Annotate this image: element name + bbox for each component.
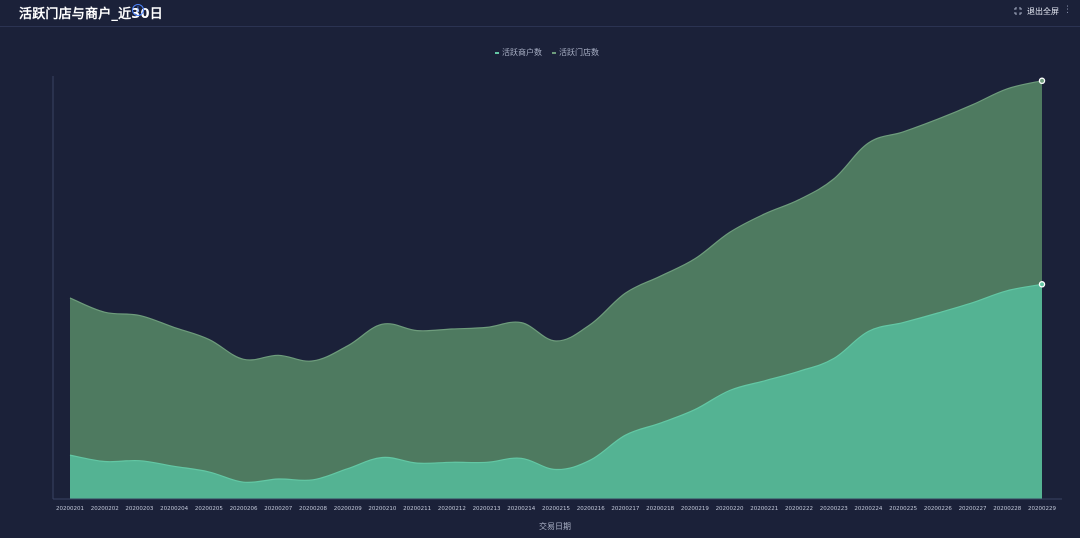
x-tick-label: 20200201 bbox=[56, 506, 84, 512]
info-circle-icon[interactable]: i bbox=[132, 4, 144, 16]
x-tick-label: 20200220 bbox=[716, 506, 744, 512]
header-bar: 活跃门店与商户_近30日 i 退出全屏 ⋮ bbox=[0, 0, 1080, 27]
x-axis-ticks: 20200201 20200202 20200203 20200204 20200205… bbox=[56, 506, 1056, 512]
x-tick-label: 20200208 bbox=[299, 506, 327, 512]
page-title: 活跃门店与商户_近30日 bbox=[19, 7, 163, 22]
x-tick-label: 20200222 bbox=[785, 506, 813, 512]
x-tick-label: 20200217 bbox=[611, 506, 639, 512]
x-tick-label: 20200209 bbox=[334, 506, 362, 512]
x-tick-label: 20200215 bbox=[542, 506, 570, 512]
x-tick-label: 20200211 bbox=[403, 506, 431, 512]
x-tick-label: 20200205 bbox=[195, 506, 223, 512]
x-tick-label: 20200225 bbox=[889, 506, 917, 512]
fullscreen-exit-icon bbox=[1014, 7, 1022, 15]
x-tick-label: 20200226 bbox=[924, 506, 952, 512]
x-tick-label: 20200218 bbox=[646, 506, 674, 512]
x-tick-label: 20200224 bbox=[854, 506, 882, 512]
x-tick-label: 20200216 bbox=[577, 506, 605, 512]
area-merchants bbox=[70, 284, 1042, 499]
end-marker-stores bbox=[1038, 77, 1046, 85]
more-vertical-icon[interactable]: ⋮ bbox=[1063, 5, 1072, 15]
legend-label-merchants: 活跃商户数 bbox=[502, 48, 542, 57]
x-tick-label: 20200219 bbox=[681, 506, 709, 512]
x-tick-label: 20200212 bbox=[438, 506, 466, 512]
x-tick-label: 20200223 bbox=[820, 506, 848, 512]
x-tick-label: 20200227 bbox=[959, 506, 987, 512]
x-tick-label: 20200221 bbox=[750, 506, 778, 512]
chart-areas bbox=[69, 80, 1043, 500]
x-axis-title: 交易日期 bbox=[539, 522, 571, 531]
legend-label-stores: 活跃门店数 bbox=[559, 48, 599, 57]
legend-swatch-stores bbox=[552, 51, 556, 54]
legend-item-stores[interactable]: 活跃门店数 bbox=[552, 47, 599, 58]
x-tick-label: 20200228 bbox=[993, 506, 1021, 512]
legend-item-merchants[interactable]: 活跃商户数 bbox=[495, 47, 542, 58]
x-tick-label: 20200229 bbox=[1028, 506, 1056, 512]
x-tick-label: 20200210 bbox=[368, 506, 396, 512]
series-line-merchants bbox=[69, 283, 1043, 484]
end-markers bbox=[1038, 77, 1046, 288]
chart-legend: 活跃商户数 活跃门店数 bbox=[495, 47, 599, 58]
x-tick-label: 20200203 bbox=[125, 506, 153, 512]
x-tick-label: 20200214 bbox=[507, 506, 535, 512]
exit-fullscreen-button[interactable]: 退出全屏 bbox=[1014, 5, 1059, 17]
series-line-stores bbox=[69, 80, 1043, 362]
x-tick-label: 20200207 bbox=[264, 506, 292, 512]
legend-swatch-merchants bbox=[495, 51, 499, 54]
x-tick-label: 20200202 bbox=[91, 506, 119, 512]
end-marker-merchants bbox=[1038, 281, 1046, 288]
x-tick-label: 20200213 bbox=[473, 506, 501, 512]
x-tick-label: 20200204 bbox=[160, 506, 188, 512]
exit-fullscreen-label: 退出全屏 bbox=[1027, 6, 1059, 16]
x-tick-label: 20200206 bbox=[230, 506, 258, 512]
